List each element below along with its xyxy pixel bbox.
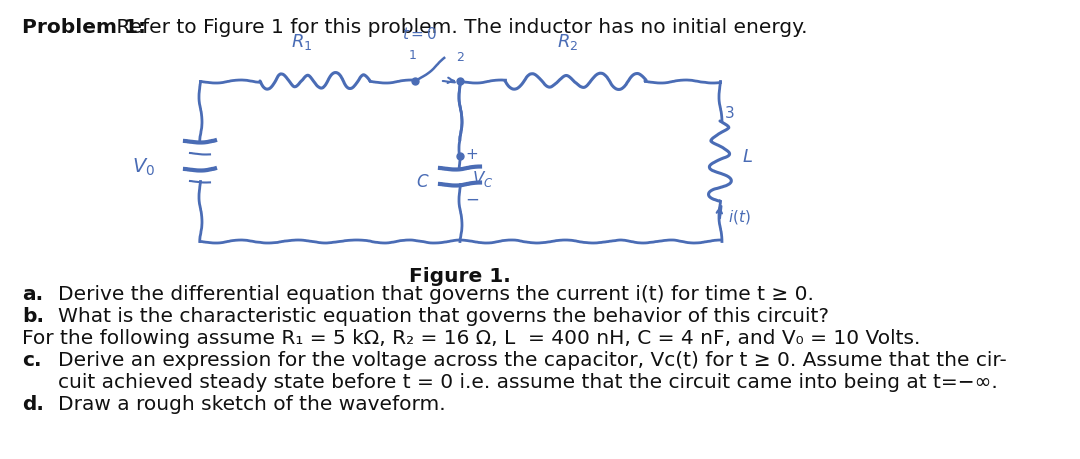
Text: b.: b. [22,306,44,325]
Text: Figure 1.: Figure 1. [409,266,511,285]
Text: For the following assume R₁ = 5 kΩ, R₂ = 16 Ω, L  = 400 nH, C = 4 nF, and V₀ = 1: For the following assume R₁ = 5 kΩ, R₂ =… [22,328,920,347]
Text: a.: a. [22,285,43,303]
Text: $-$: $-$ [465,190,480,207]
Text: 2: 2 [456,51,464,64]
Text: Problem 1:: Problem 1: [22,18,146,37]
Text: 3: 3 [725,106,734,121]
Text: $R_1$: $R_1$ [292,32,313,52]
Text: Refer to Figure 1 for this problem. The inductor has no initial energy.: Refer to Figure 1 for this problem. The … [110,18,808,37]
Text: $C$: $C$ [417,173,430,190]
Text: Derive an expression for the voltage across the capacitor, Vᴄ(t) for t ≥ 0. Assu: Derive an expression for the voltage acr… [58,350,1007,369]
Text: Derive the differential equation that governs the current i(t) for time t ≥ 0.: Derive the differential equation that go… [58,285,814,303]
Text: cuit achieved steady state before t = 0 i.e. assume that the circuit came into b: cuit achieved steady state before t = 0 … [58,372,998,391]
Text: $i(t)$: $i(t)$ [728,207,751,225]
Text: $V_C$: $V_C$ [472,168,494,189]
Text: $R_2$: $R_2$ [557,32,579,52]
Text: $t{=}0$: $t{=}0$ [403,26,437,42]
Text: $L$: $L$ [742,148,753,166]
Text: Draw a rough sketch of the waveform.: Draw a rough sketch of the waveform. [58,394,446,413]
Text: 1: 1 [409,49,417,62]
Text: $+$: $+$ [465,147,478,162]
Text: d.: d. [22,394,44,413]
Text: $V_0$: $V_0$ [132,156,156,177]
Text: c.: c. [22,350,41,369]
Text: What is the characteristic equation that governs the behavior of this circuit?: What is the characteristic equation that… [58,306,829,325]
